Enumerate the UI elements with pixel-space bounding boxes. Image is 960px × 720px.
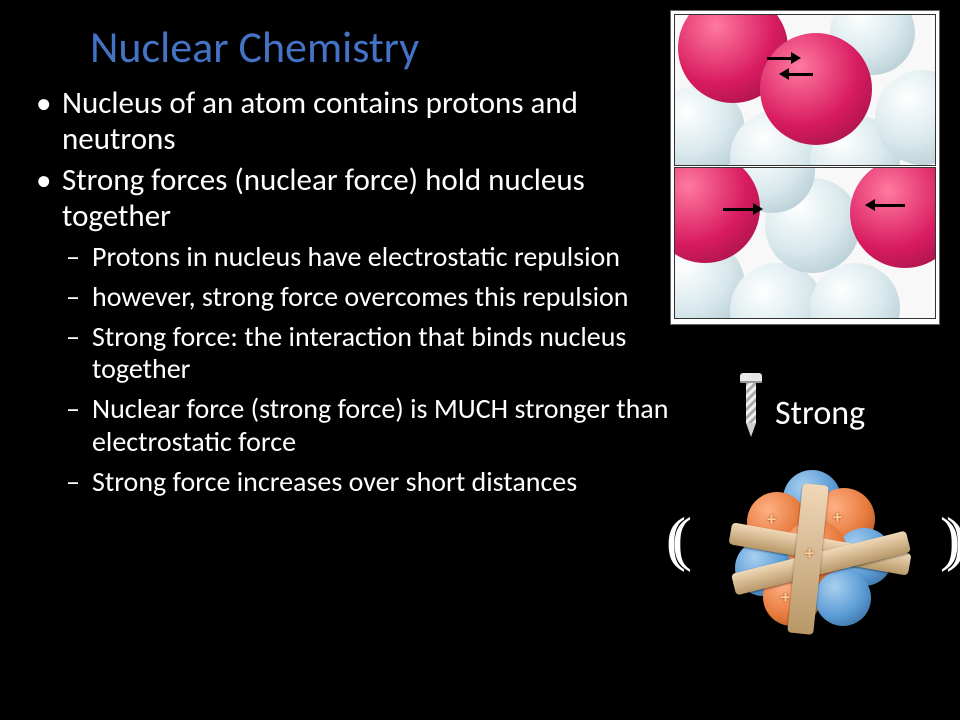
- force-arrow: [787, 73, 813, 76]
- sub-bullet-item: Strong force: the interaction that binds…: [62, 321, 670, 385]
- bullet-text: Strong forces (nuclear force) hold nucle…: [62, 161, 585, 235]
- paren-right: )): [940, 505, 952, 574]
- image-column: [670, 10, 950, 355]
- force-arrow: [723, 208, 755, 211]
- neutron-sphere: [815, 570, 871, 626]
- diagram-panel-attraction: [674, 14, 936, 166]
- nail-icon: [740, 373, 762, 443]
- force-arrow: [767, 57, 793, 60]
- nail-shaft: [746, 383, 756, 423]
- bullet-item: Nucleus of an atom contains protons and …: [30, 86, 670, 157]
- sub-bullet-list: Protons in nucleus have electrostatic re…: [62, 241, 670, 498]
- slide: Nuclear Chemistry Nucleus of an atom con…: [0, 0, 960, 720]
- diagram-panel-repulsion: [674, 167, 936, 319]
- bullet-list: Nucleus of an atom contains protons and …: [30, 86, 670, 498]
- strong-force-graphic: Strong (( )) ++++: [670, 365, 950, 665]
- sub-bullet-item: Nuclear force (strong force) is MUCH str…: [62, 393, 670, 457]
- sub-bullet-item: Strong force increases over short distan…: [62, 466, 670, 498]
- force-arrow: [873, 204, 905, 207]
- strong-label: Strong: [775, 393, 865, 434]
- force-arrow-head: [865, 199, 875, 211]
- plus-charge-icon: +: [805, 542, 814, 564]
- paren-left: ((: [666, 505, 678, 574]
- force-arrow-head: [791, 52, 801, 64]
- nucleus-force-diagram: [670, 10, 940, 325]
- proton-sphere: [674, 167, 760, 263]
- sub-bullet-text: Nuclear force (strong force) is MUCH str…: [92, 391, 668, 458]
- nail-head: [740, 373, 762, 383]
- sub-bullet-text: Strong force: the interaction that binds…: [92, 319, 626, 386]
- bullet-text-column: Nucleus of an atom contains protons and …: [30, 86, 670, 506]
- proton-sphere: [760, 33, 872, 145]
- bullet-text: Nucleus of an atom contains protons and …: [62, 84, 578, 158]
- plus-charge-icon: +: [833, 506, 842, 528]
- force-arrow-head: [779, 68, 789, 80]
- sub-bullet-item: however, strong force overcomes this rep…: [62, 281, 670, 313]
- sub-bullet-text: Strong force increases over short distan…: [92, 464, 577, 499]
- plus-charge-icon: +: [767, 508, 776, 530]
- sub-bullet-item: Protons in nucleus have electrostatic re…: [62, 241, 670, 273]
- force-arrow-head: [753, 203, 763, 215]
- proton-sphere: [850, 167, 936, 268]
- nucleon-cluster: + + + +: [735, 470, 905, 640]
- plus-charge-icon: +: [781, 586, 790, 608]
- nail-tip: [746, 423, 756, 437]
- sub-bullet-text: however, strong force overcomes this rep…: [92, 279, 628, 314]
- bullet-item: Strong forces (nuclear force) hold nucle…: [30, 163, 670, 498]
- sub-bullet-text: Protons in nucleus have electrostatic re…: [92, 239, 620, 274]
